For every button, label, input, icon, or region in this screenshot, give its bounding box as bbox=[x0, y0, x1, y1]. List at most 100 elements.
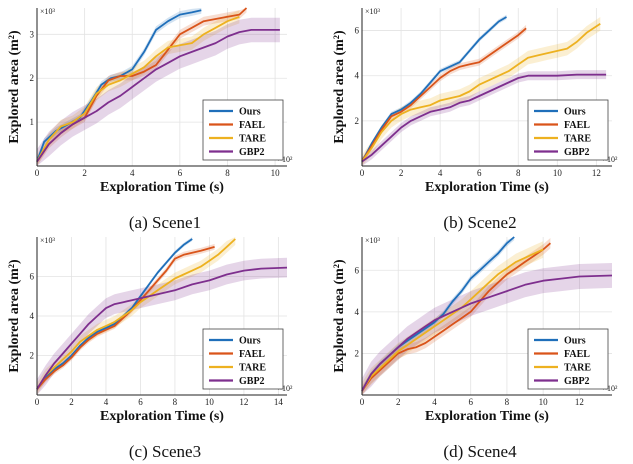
chart3-ytick-0: 2 bbox=[30, 351, 35, 361]
caption-scene4: (d) Scene4 bbox=[443, 442, 517, 461]
chart1-line-tare bbox=[36, 15, 240, 163]
chart2-legend-label-fael: FAEL bbox=[564, 120, 590, 131]
chart4-ylabel: Explored area (m²) bbox=[332, 259, 347, 373]
chart1-legend-label-gbp2: GBP2 bbox=[239, 147, 265, 158]
chart4-xlabel: Exploration Time (s) bbox=[425, 409, 549, 424]
caption-scene2: (b) Scene2 bbox=[443, 213, 516, 232]
chart2-xtick-5: 10 bbox=[553, 168, 563, 178]
chart2-xtick-3: 6 bbox=[477, 168, 482, 178]
panel-scene4: 0 2 4 6 8 10 12 2 4 6 ×10³ ×10² Exploration Time (s)… bbox=[332, 236, 618, 424]
chart3-y-multiplier: ×10³ bbox=[40, 236, 56, 245]
chart1-ytick-2: 3 bbox=[30, 29, 35, 39]
chart4-ytick-2: 6 bbox=[355, 265, 360, 275]
chart3-xtick-5: 10 bbox=[205, 397, 215, 407]
chart4-x-multiplier: ×10² bbox=[603, 384, 619, 393]
chart1-legend-label-ours: Ours bbox=[239, 107, 261, 118]
chart2-ytick-1: 4 bbox=[355, 71, 360, 81]
chart2-band-fael bbox=[362, 24, 527, 165]
chart4-legend-label-gbp2: GBP2 bbox=[564, 376, 590, 387]
chart3-ytick-2: 6 bbox=[30, 272, 35, 282]
chart1-xtick-3: 6 bbox=[178, 168, 183, 178]
chart2-xtick-2: 4 bbox=[438, 168, 443, 178]
chart1-xtick-0: 0 bbox=[35, 168, 40, 178]
chart4-band-ours bbox=[362, 237, 515, 394]
chart3-legend: Ours FAEL TARE GBP2 bbox=[202, 328, 284, 390]
chart2-legend-box bbox=[527, 99, 609, 161]
chart2-line-fael bbox=[361, 27, 527, 162]
chart2-legend-label-ours: Ours bbox=[564, 107, 586, 118]
caption-scene3: (c) Scene3 bbox=[129, 442, 201, 461]
chart1-y-multiplier: ×10³ bbox=[40, 7, 56, 16]
chart2-legend: Ours FAEL TARE GBP2 bbox=[527, 99, 609, 161]
chart4-line-fael bbox=[361, 242, 551, 392]
chart4-ytick-0: 2 bbox=[355, 348, 360, 358]
chart3-legend-label-tare: TARE bbox=[239, 363, 266, 374]
chart4-xtick-4: 8 bbox=[505, 397, 510, 407]
chart2-xtick-6: 12 bbox=[592, 168, 601, 178]
chart3-line-tare bbox=[36, 238, 236, 390]
chart4-xtick-6: 12 bbox=[575, 397, 584, 407]
chart3-legend-label-fael: FAEL bbox=[239, 349, 265, 360]
chart3-xtick-2: 4 bbox=[104, 397, 109, 407]
chart4-y-multiplier: ×10³ bbox=[365, 236, 381, 245]
chart4-xtick-3: 6 bbox=[468, 397, 473, 407]
chart3-line-gbp2 bbox=[36, 266, 288, 390]
chart4-xtick-5: 10 bbox=[539, 397, 549, 407]
chart2-line-ours bbox=[361, 16, 507, 162]
chart1-xtick-1: 2 bbox=[82, 168, 87, 178]
chart3-legend-label-gbp2: GBP2 bbox=[239, 376, 265, 387]
chart1-xtick-2: 4 bbox=[130, 168, 135, 178]
chart2-band-gbp2 bbox=[362, 70, 607, 166]
chart3-line-fael bbox=[36, 246, 215, 390]
chart1-band-gbp2 bbox=[37, 17, 280, 167]
chart3-band-ours bbox=[37, 237, 193, 392]
chart4-legend-label-tare: TARE bbox=[564, 363, 591, 374]
chart1-xtick-5: 10 bbox=[271, 168, 281, 178]
chart1-ytick-1: 2 bbox=[30, 73, 35, 83]
chart3-band-fael bbox=[37, 243, 215, 392]
chart4-ytick-1: 4 bbox=[355, 307, 360, 317]
chart3-xtick-7: 14 bbox=[274, 397, 284, 407]
chart3-xtick-4: 8 bbox=[173, 397, 178, 407]
chart1-xtick-4: 8 bbox=[225, 168, 230, 178]
chart2-ytick-2: 6 bbox=[355, 26, 360, 36]
chart1-legend-label-fael: FAEL bbox=[239, 120, 265, 131]
chart2-x-multiplier: ×10² bbox=[603, 155, 619, 164]
chart3-xtick-1: 2 bbox=[69, 397, 74, 407]
chart2-legend-label-gbp2: GBP2 bbox=[564, 147, 590, 158]
chart4-xtick-0: 0 bbox=[360, 397, 365, 407]
chart3-ylabel: Explored area (m²) bbox=[7, 259, 22, 373]
chart4-line-tare bbox=[361, 248, 544, 392]
chart2-xtick-4: 8 bbox=[516, 168, 521, 178]
chart1-legend-label-tare: TARE bbox=[239, 134, 266, 145]
chart3-ytick-1: 4 bbox=[30, 311, 35, 321]
chart2-line-tare bbox=[361, 23, 601, 163]
panel-scene2: 0 2 4 6 8 10 12 2 4 6 ×10³ ×10² Exploration Time (s)… bbox=[332, 7, 618, 195]
chart2-xtick-1: 2 bbox=[399, 168, 404, 178]
chart4-xtick-2: 4 bbox=[432, 397, 437, 407]
chart1-band-tare bbox=[37, 10, 240, 167]
chart2-xlabel: Exploration Time (s) bbox=[425, 180, 549, 195]
chart2-band-ours bbox=[362, 14, 507, 164]
chart3-line-ours bbox=[36, 238, 193, 390]
chart1-legend: Ours FAEL TARE GBP2 bbox=[202, 99, 284, 161]
chart3-legend-label-ours: Ours bbox=[239, 336, 261, 347]
chart1-ytick-0: 1 bbox=[30, 117, 35, 127]
chart3-xtick-0: 0 bbox=[35, 397, 40, 407]
chart4-legend-label-fael: FAEL bbox=[564, 349, 590, 360]
chart2-y-multiplier: ×10³ bbox=[365, 7, 381, 16]
chart2-ylabel: Explored area (m²) bbox=[332, 30, 347, 144]
chart1-ylabel: Explored area (m²) bbox=[7, 30, 22, 144]
caption-scene1: (a) Scene1 bbox=[129, 213, 201, 232]
chart3-x-multiplier: ×10² bbox=[278, 384, 294, 393]
chart3-xtick-6: 12 bbox=[239, 397, 248, 407]
chart3-band-tare bbox=[37, 237, 236, 395]
chart2-line-gbp2 bbox=[361, 73, 607, 163]
chart2-legend-label-tare: TARE bbox=[564, 134, 591, 145]
chart3-xlabel: Exploration Time (s) bbox=[100, 409, 224, 424]
chart4-line-gbp2 bbox=[361, 274, 613, 392]
chart1-x-multiplier: ×10² bbox=[278, 155, 294, 164]
chart2-xtick-0: 0 bbox=[360, 168, 365, 178]
